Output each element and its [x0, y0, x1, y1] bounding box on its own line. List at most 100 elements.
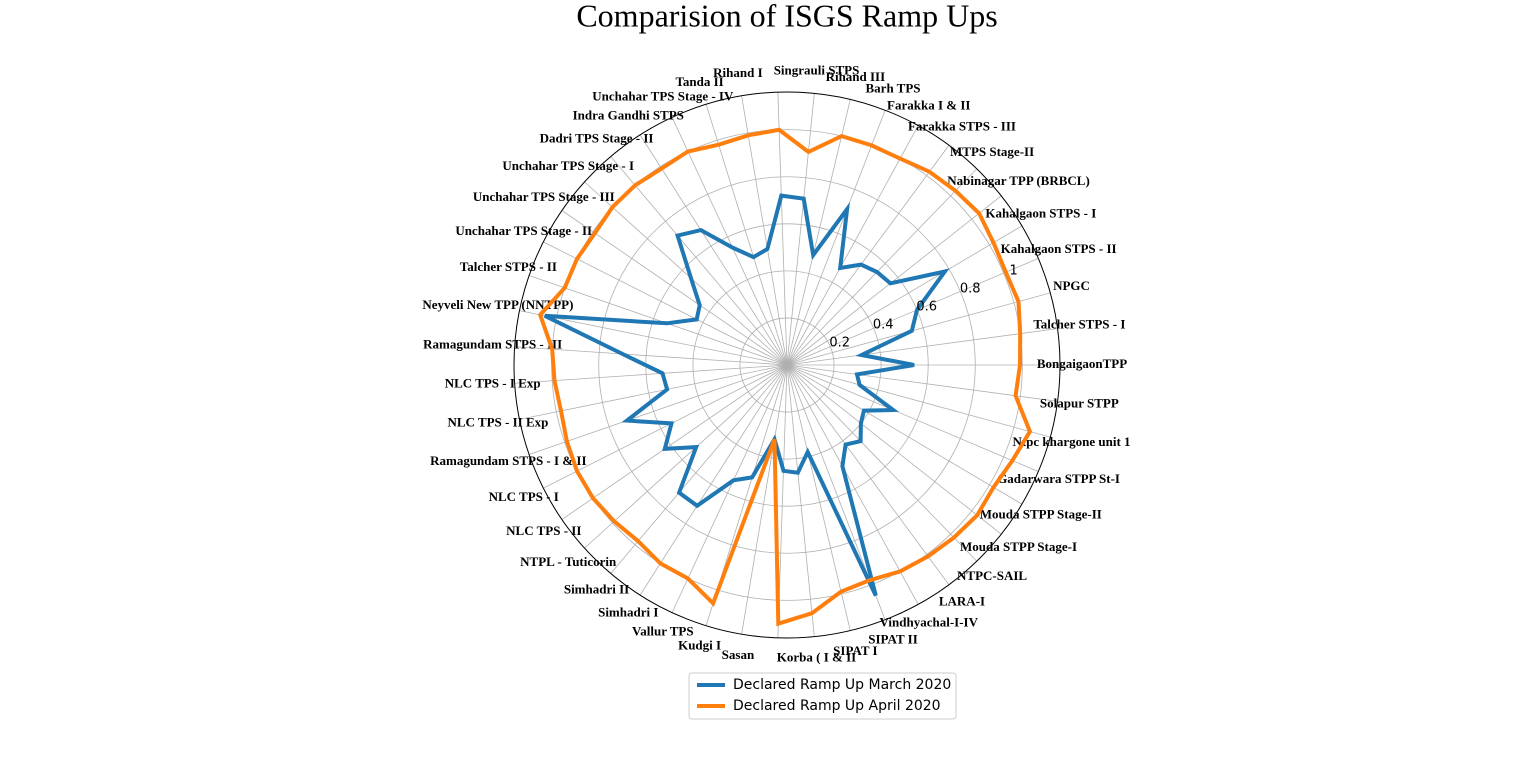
spoke: [639, 364, 788, 596]
spoke: [584, 364, 788, 549]
category-label: Tanda II: [675, 74, 723, 89]
category-label: Neyveli New TPP (NNTPP): [422, 297, 573, 312]
spoke: [786, 364, 1002, 535]
category-label: NLC TPS - II: [506, 523, 581, 538]
category-label: SIPAT I: [833, 643, 877, 658]
spoke: [519, 364, 788, 420]
spoke: [584, 181, 788, 366]
spoke: [610, 156, 788, 366]
spoke: [786, 225, 1023, 366]
category-label: BongaigaonTPP: [1037, 356, 1127, 371]
spoke: [786, 258, 1039, 366]
spoke: [786, 168, 978, 366]
spoke: [528, 275, 788, 366]
spoke: [786, 364, 1058, 402]
spoke: [786, 364, 919, 605]
spoke: [610, 364, 788, 574]
spoke: [786, 93, 815, 366]
spoke: [786, 292, 1051, 366]
category-label: Singrauli STPS: [774, 62, 860, 77]
spoke: [671, 364, 788, 613]
spoke: [514, 364, 788, 384]
category-label: Talcher STPS - I: [1033, 317, 1125, 332]
category-label: Kahalgaon STPS - I: [985, 206, 1096, 221]
spoke: [741, 95, 788, 366]
spoke: [528, 364, 788, 455]
category-label: NLC TPS - II Exp: [447, 415, 548, 430]
spoke: [786, 99, 851, 366]
category-label: NTPL - Tuticorin: [520, 554, 617, 569]
category-label: Indra Gandhi STPS: [573, 107, 684, 122]
category-label: Unchahar TPS Stage - IV: [592, 88, 734, 103]
category-label: Ramagundam STPS - I & II: [430, 453, 586, 468]
category-label: Sasan: [722, 647, 755, 662]
category-label: NPGC: [1053, 278, 1090, 293]
category-label: Gadarwara STPP St-I: [997, 471, 1120, 486]
spoke: [519, 310, 788, 366]
category-label: Farakka I & II: [887, 97, 970, 112]
category-label: Kahalgaon STPS - II: [1001, 241, 1117, 256]
series-line: [543, 193, 950, 597]
spoke: [786, 195, 1002, 366]
spoke: [786, 364, 978, 562]
spoke: [786, 364, 851, 631]
outer-frame: [513, 91, 1061, 639]
category-label: Kudgi I: [678, 638, 721, 653]
r-tick-label: 0.4: [873, 318, 894, 333]
spoke: [671, 117, 788, 366]
category-label: Talcher STPS - II: [460, 259, 557, 274]
spoke: [786, 364, 950, 586]
legend-label: Declared Ramp Up March 2020: [733, 677, 951, 693]
category-label: LARA-I: [939, 593, 985, 608]
category-label: Korba ( I & II: [777, 650, 856, 665]
spoke: [741, 364, 788, 635]
r-tick-label: 0.2: [829, 336, 850, 351]
r-tick-label: 1: [1010, 264, 1018, 279]
spoke: [786, 110, 886, 366]
spoke: [561, 210, 788, 366]
category-label: Simhadri I: [598, 605, 658, 620]
category-label: Rihand III: [826, 69, 886, 84]
spoke: [786, 144, 950, 366]
category-label: MTPS Stage-II: [950, 144, 1034, 159]
category-label: Nabinagar TPP (BRBCL): [947, 173, 1090, 188]
spoke: [705, 104, 788, 366]
category-label: Rihand I: [713, 65, 763, 80]
category-label: Solapur STPP: [1040, 395, 1119, 410]
category-label: Unchahar TPS Stage - I: [502, 158, 634, 173]
spoke: [561, 364, 788, 520]
category-label: Farakka STPS - III: [908, 118, 1016, 133]
category-label: Vallur TPS: [632, 624, 694, 639]
spoke: [786, 364, 1051, 438]
spoke: [786, 328, 1058, 366]
chart-title: Comparision of ISGS Ramp Ups: [576, 0, 997, 33]
r-tick-label: 0.6: [916, 300, 937, 315]
spoke: [777, 92, 788, 366]
series-line: [537, 127, 1033, 627]
spoke: [786, 364, 1023, 505]
category-label: Unchahar TPS Stage - II: [455, 223, 592, 238]
category-label: Mouda STPP Stage-I: [960, 539, 1077, 554]
category-label: Mouda STPP Stage-II: [980, 506, 1102, 521]
spoke: [786, 364, 815, 637]
category-label: Dadri TPS Stage - II: [540, 131, 654, 146]
category-label: NTPC-SAIL: [957, 568, 1027, 583]
category-label: SIPAT II: [868, 631, 918, 646]
r-tick-label: 0.8: [960, 282, 981, 297]
category-label: Unchahar TPS Stage - III: [473, 189, 615, 204]
category-label: Simhadri II: [564, 581, 629, 596]
category-label: Vindhyachal-I-IV: [880, 615, 979, 630]
category-label: Ramagundam STPS - III: [423, 336, 562, 351]
spoke: [786, 125, 919, 366]
spoke: [543, 241, 788, 366]
legend-box: [688, 672, 957, 720]
legend-label: Declared Ramp Up April 2020: [733, 698, 941, 714]
category-label: Ntpc khargone unit 1: [1012, 434, 1130, 449]
category-label: NLC TPS - I: [489, 489, 559, 504]
category-label: NLC TPS - I Exp: [445, 376, 541, 391]
spoke: [786, 364, 1039, 472]
category-label: Barh TPS: [866, 81, 921, 96]
spoke: [514, 346, 788, 366]
